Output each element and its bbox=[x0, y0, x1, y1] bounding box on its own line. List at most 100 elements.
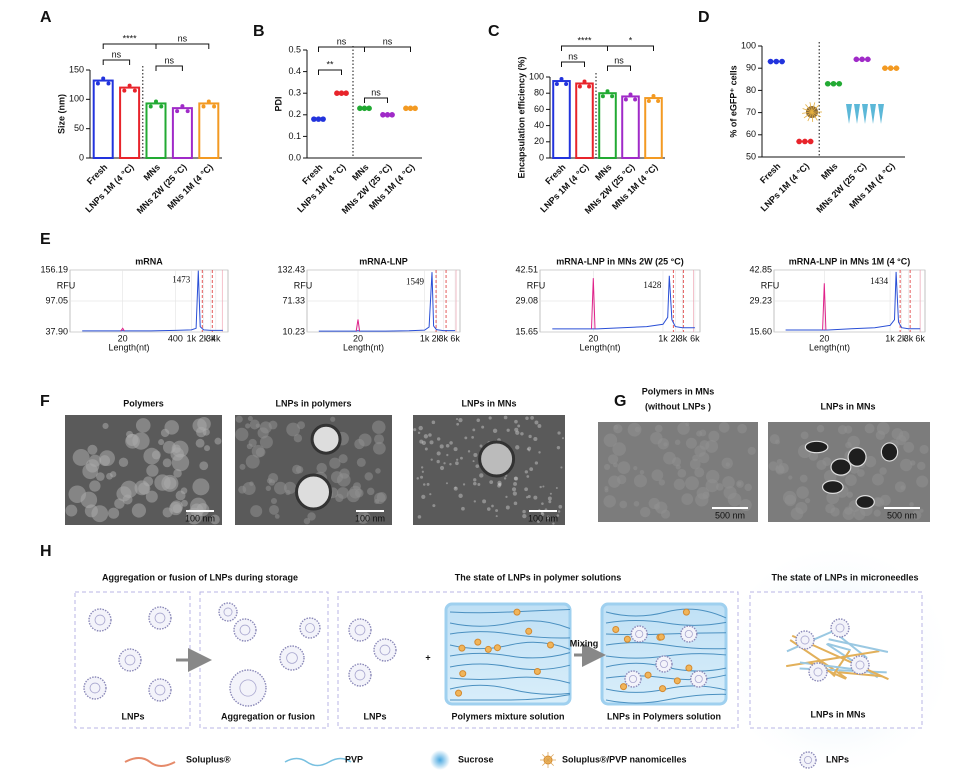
y-tick-label: 150 bbox=[69, 64, 84, 74]
caption: LNPs bbox=[121, 711, 144, 721]
pvp-chain bbox=[449, 663, 571, 671]
legend-label: LNPs bbox=[826, 754, 849, 764]
texture bbox=[475, 464, 480, 469]
pvp-chain bbox=[605, 642, 727, 650]
texture bbox=[423, 434, 429, 439]
texture bbox=[627, 422, 642, 437]
texture bbox=[482, 499, 487, 504]
panel-label: F bbox=[40, 393, 50, 410]
nanomicelle bbox=[533, 668, 541, 676]
pore bbox=[804, 440, 829, 454]
x-axis-label: Length(nt) bbox=[809, 342, 850, 352]
pvp-chain bbox=[449, 694, 571, 701]
texture bbox=[561, 437, 565, 440]
significance-label: * bbox=[629, 35, 633, 45]
texture bbox=[259, 421, 272, 434]
x-tick-label: 20 bbox=[819, 333, 829, 343]
texture bbox=[416, 477, 419, 480]
texture bbox=[916, 475, 929, 488]
inset-spike bbox=[809, 102, 813, 113]
texture bbox=[374, 498, 380, 505]
lnp bbox=[218, 602, 238, 622]
replicate-dot bbox=[623, 97, 628, 102]
texture bbox=[356, 457, 366, 467]
nanomicelle bbox=[673, 677, 681, 685]
texture bbox=[158, 439, 165, 446]
particle bbox=[310, 423, 342, 455]
lnp-core bbox=[89, 682, 101, 694]
texture bbox=[537, 424, 542, 428]
replicate-dot bbox=[338, 90, 345, 96]
legend-icon bbox=[284, 757, 352, 767]
y-tick-label: 0.0 bbox=[288, 152, 301, 162]
bar bbox=[145, 102, 167, 160]
texture bbox=[375, 468, 381, 474]
replicate-dot bbox=[882, 65, 888, 71]
replicate-dot bbox=[315, 116, 322, 122]
scale-bar-label: 500 nm bbox=[887, 510, 917, 520]
lnp bbox=[148, 606, 172, 630]
replicate-dot bbox=[802, 138, 808, 145]
replicate-dot bbox=[865, 56, 871, 63]
x-tick-label: Fresh bbox=[758, 161, 782, 185]
texture bbox=[816, 424, 825, 433]
lnp bbox=[655, 655, 673, 673]
lnp-core bbox=[379, 644, 391, 656]
pore bbox=[855, 495, 875, 509]
micrograph bbox=[413, 415, 565, 525]
replicate-dot bbox=[357, 105, 363, 112]
texture bbox=[718, 422, 730, 433]
significance-bracket bbox=[318, 46, 365, 52]
texture bbox=[181, 499, 188, 507]
replicate-dot bbox=[212, 104, 217, 109]
lnp-core bbox=[239, 624, 251, 636]
texture bbox=[364, 472, 373, 481]
significance-label: ns bbox=[383, 36, 393, 46]
texture bbox=[477, 483, 481, 486]
nanomicelle bbox=[659, 685, 667, 693]
texture bbox=[541, 502, 544, 505]
texture bbox=[795, 501, 808, 515]
y-tick-label: 0.5 bbox=[288, 44, 301, 54]
section-title: Aggregation or fusion of LNPs during sto… bbox=[102, 572, 298, 582]
texture bbox=[845, 474, 857, 486]
texture bbox=[160, 428, 170, 438]
y-tick-label: 50 bbox=[746, 151, 756, 161]
texture bbox=[461, 506, 465, 511]
x-tick-label: Fresh bbox=[85, 162, 109, 186]
x-tick-label: 20 bbox=[353, 333, 363, 343]
texture bbox=[214, 437, 222, 445]
texture bbox=[744, 483, 752, 492]
bar bbox=[644, 97, 663, 159]
y-axis-label: PDI bbox=[273, 96, 283, 111]
lnp-core bbox=[635, 630, 644, 639]
texture bbox=[689, 458, 701, 470]
pore bbox=[830, 458, 852, 476]
texture bbox=[420, 466, 424, 469]
trace bbox=[785, 271, 921, 331]
texture bbox=[498, 482, 502, 486]
x-tick-label: 2k bbox=[432, 333, 442, 343]
texture bbox=[633, 474, 647, 488]
nanomicelle bbox=[685, 664, 693, 672]
x-tick-label: LNPs 1M (4 °C) bbox=[83, 162, 135, 214]
texture bbox=[145, 490, 158, 503]
texture bbox=[556, 445, 561, 450]
lnp-core bbox=[804, 756, 813, 765]
texture bbox=[68, 485, 87, 503]
replicate-dot bbox=[412, 105, 418, 112]
y-axis-label: Size (nm) bbox=[56, 94, 66, 134]
replicate-dot bbox=[407, 105, 414, 112]
texture bbox=[489, 480, 494, 485]
replicate-dot bbox=[859, 56, 865, 63]
y-tick-label: 0.3 bbox=[288, 88, 301, 98]
x-tick-label: 6k bbox=[915, 333, 925, 343]
texture bbox=[135, 418, 151, 433]
texture bbox=[245, 454, 260, 469]
micrograph-caption: Polymers bbox=[123, 398, 164, 408]
texture bbox=[259, 435, 273, 449]
texture bbox=[439, 465, 445, 471]
texture bbox=[495, 515, 498, 518]
trace bbox=[552, 275, 695, 330]
texture bbox=[373, 441, 386, 455]
